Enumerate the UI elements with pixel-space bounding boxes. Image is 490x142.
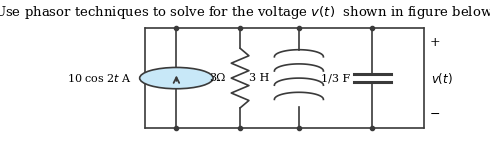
Text: −: −: [430, 108, 440, 121]
Text: +: +: [430, 36, 441, 49]
Text: 3Ω: 3Ω: [209, 73, 225, 83]
Text: 10 cos 2$t$ A: 10 cos 2$t$ A: [67, 72, 132, 84]
Circle shape: [140, 67, 213, 89]
Text: $v(t)$: $v(t)$: [431, 71, 453, 86]
Text: Use phasor techniques to solve for the voltage $v(t)$  shown in figure below.: Use phasor techniques to solve for the v…: [0, 4, 490, 21]
Text: 1/3 F: 1/3 F: [320, 73, 350, 83]
Text: 3 H: 3 H: [249, 73, 270, 83]
